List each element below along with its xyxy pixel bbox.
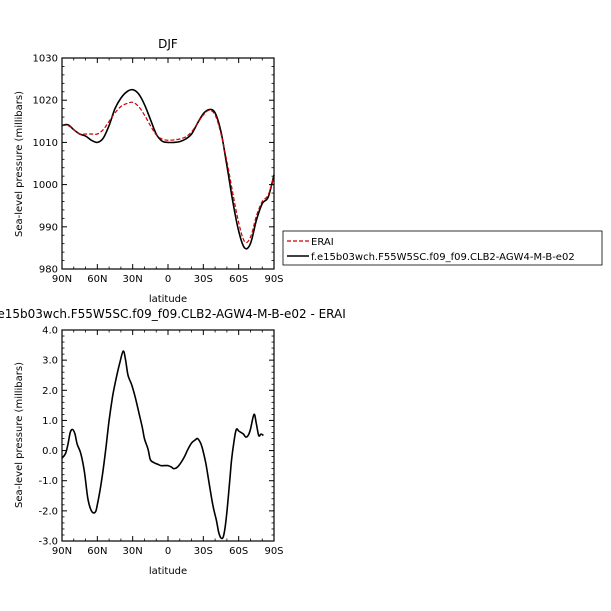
x-tick-label: 30N <box>123 546 143 557</box>
x-tick-label: 0 <box>165 546 171 557</box>
series-lines <box>61 88 275 250</box>
y-tick-label: 1030 <box>33 54 58 65</box>
y-tick-label: 3.0 <box>42 356 58 367</box>
y-tick-label: 1000 <box>33 180 58 191</box>
y-axis-label: Sea-level pressure (millibars) <box>14 91 25 237</box>
y-tick-label: 990 <box>39 222 58 233</box>
x-tick-label: 30N <box>123 274 143 285</box>
y-tick-label: 4.0 <box>42 326 58 337</box>
series-lines-bottom <box>61 350 264 540</box>
x-tick-label: 60S <box>229 546 248 557</box>
x-tick-label: 90S <box>264 274 283 285</box>
x-tick-label: 90S <box>264 546 283 557</box>
x-tick-label: 30S <box>194 274 213 285</box>
x-tick-label: 60N <box>87 546 107 557</box>
x-tick-label: 60N <box>87 274 107 285</box>
x-axis-label-bottom: latitude <box>149 566 187 577</box>
chart-title: DJF <box>158 37 178 51</box>
tick-marks-bottom <box>61 329 275 542</box>
legend-label-model: f.e15b03wch.F55W5SC.f09_f09.CLB2-AGW4-M-… <box>311 252 575 263</box>
legend-label-erai: ERAI <box>311 237 334 248</box>
x-tick-labels: 90N 60N 30N 0 30S 60S 90S <box>52 274 284 285</box>
y-tick-label: 980 <box>39 265 58 276</box>
y-tick-label: 2.0 <box>42 386 58 397</box>
y-tick-label: -1.0 <box>38 476 58 487</box>
x-tick-label: 60S <box>229 274 248 285</box>
y-tick-labels-bottom: -3.0 -2.0 -1.0 0.0 1.0 2.0 3.0 4.0 <box>38 326 58 548</box>
series-line-0-1 <box>61 88 275 250</box>
x-tick-labels-bottom: 90N 60N 30N 0 30S 60S 90S <box>52 546 284 557</box>
x-tick-label: 30S <box>194 546 213 557</box>
legend: ERAI f.e15b03wch.F55W5SC.f09_f09.CLB2-AG… <box>282 230 603 266</box>
x-tick-label: 90N <box>52 546 72 557</box>
y-tick-label: -2.0 <box>38 506 58 517</box>
panel-bottom: f.e15b03wch.F55W5SC.f09_f09.CLB2-AGW4-M-… <box>0 307 346 577</box>
y-tick-label: 0.0 <box>42 446 58 457</box>
x-tick-label: 90N <box>52 274 72 285</box>
plot-frame <box>61 57 275 270</box>
x-axis-label: latitude <box>149 294 187 305</box>
y-tick-label: 1020 <box>33 96 58 107</box>
panel-top: DJF Sea-level pressure (millibars) latit… <box>14 37 284 305</box>
tick-marks <box>61 57 275 270</box>
y-tick-label: 1.0 <box>42 416 58 427</box>
series-line-0-0 <box>61 101 275 244</box>
series-line-1-0 <box>61 350 264 540</box>
y-axis-label-bottom: Sea-level pressure (millibars) <box>14 362 25 508</box>
y-tick-labels: 980 990 1000 1010 1020 1030 <box>33 54 58 276</box>
y-tick-label: 1010 <box>33 138 58 149</box>
difference-chart-title: f.e15b03wch.F55W5SC.f09_f09.CLB2-AGW4-M-… <box>0 307 346 321</box>
x-tick-label: 0 <box>165 274 171 285</box>
plot-frame-bottom <box>61 329 275 542</box>
legend-box <box>282 230 603 266</box>
y-tick-label: -3.0 <box>38 537 58 548</box>
